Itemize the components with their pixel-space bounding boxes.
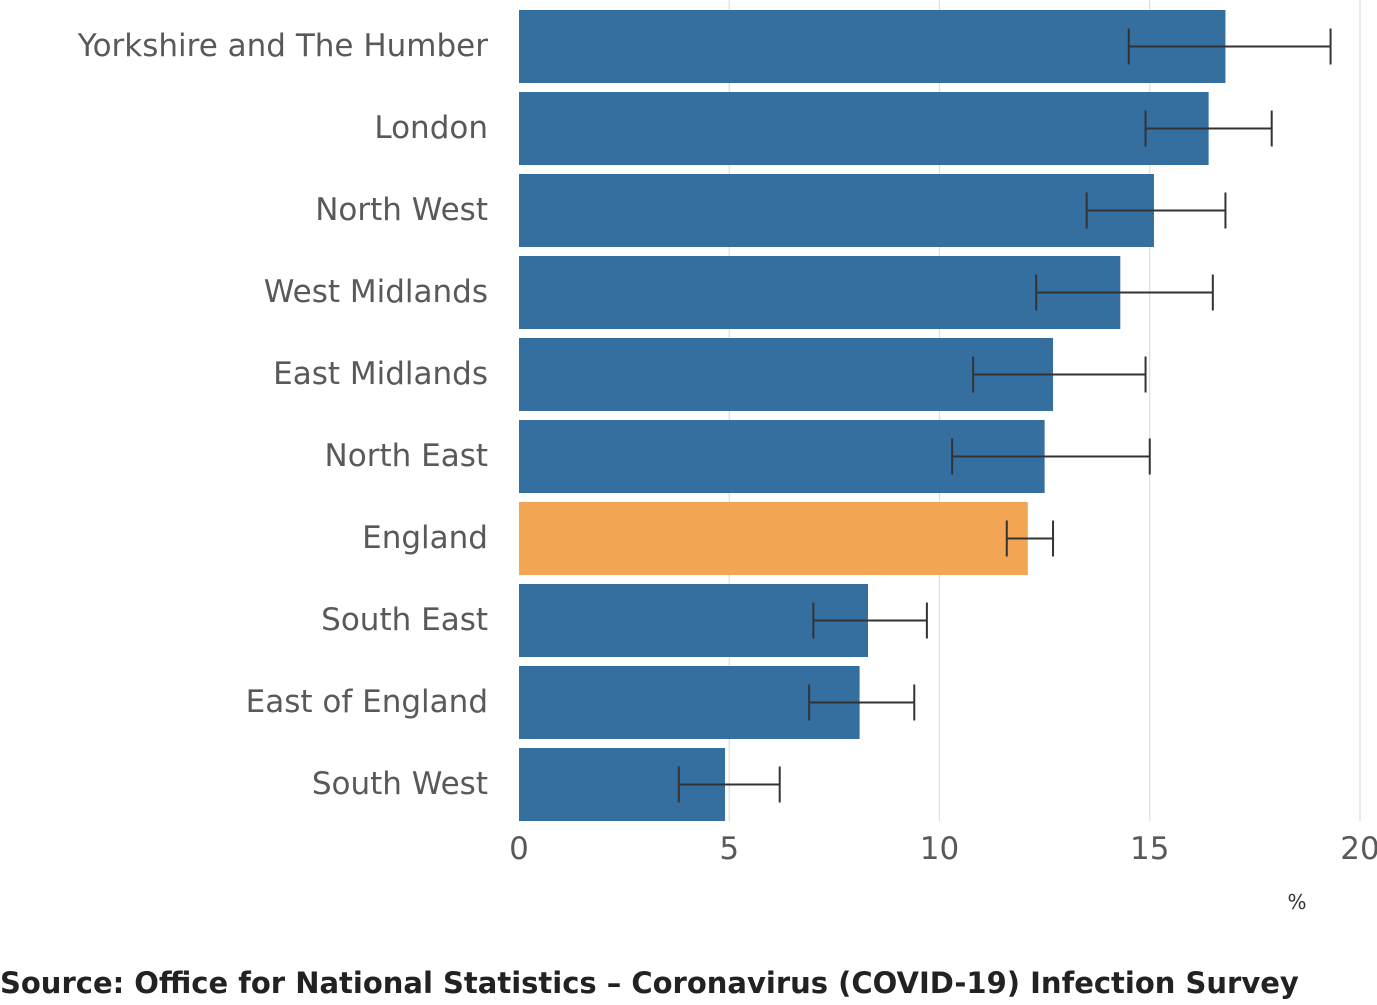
category-label: East Midlands [273, 356, 488, 392]
category-label: West Midlands [264, 274, 488, 310]
source-note: Source: Office for National Statistics –… [0, 966, 1299, 1000]
bar [519, 256, 1121, 329]
error-bar [677, 766, 781, 803]
error-bar [951, 438, 1151, 475]
bar [519, 92, 1209, 165]
error-bar [812, 602, 928, 639]
error-bar [1005, 520, 1055, 557]
error-bar [972, 356, 1147, 393]
category-label: North East [325, 438, 488, 474]
error-bar [1085, 192, 1227, 229]
error-bars [677, 28, 1332, 803]
error-bar [1035, 274, 1214, 311]
bars [519, 10, 1226, 821]
bar [519, 338, 1054, 411]
error-bar [1144, 110, 1273, 147]
x-tick-label: 5 [719, 831, 739, 867]
x-tick-label: 0 [509, 831, 529, 867]
category-label: East of England [246, 684, 488, 720]
bar-chart: Yorkshire and The Humber London North West… [77, 0, 1377, 914]
category-labels: Yorkshire and The Humber London North West… [77, 28, 488, 802]
bar-highlight [519, 502, 1028, 575]
bar [519, 10, 1226, 83]
category-label: South East [321, 602, 488, 638]
category-label: England [362, 520, 488, 556]
x-axis-unit-label: % [1287, 890, 1306, 914]
category-label: Yorkshire and The Humber [77, 28, 488, 64]
x-axis-ticks: 0 5 10 15 20 [509, 831, 1377, 867]
error-bar [808, 684, 916, 721]
error-bar [1127, 28, 1332, 65]
category-label: North West [315, 192, 488, 228]
x-tick-label: 10 [920, 831, 959, 867]
category-label: South West [312, 766, 488, 802]
bar [519, 584, 869, 657]
bar [519, 174, 1154, 247]
category-label: London [374, 110, 488, 146]
x-tick-label: 15 [1130, 831, 1169, 867]
bar [519, 666, 860, 739]
x-tick-label: 20 [1340, 831, 1377, 867]
